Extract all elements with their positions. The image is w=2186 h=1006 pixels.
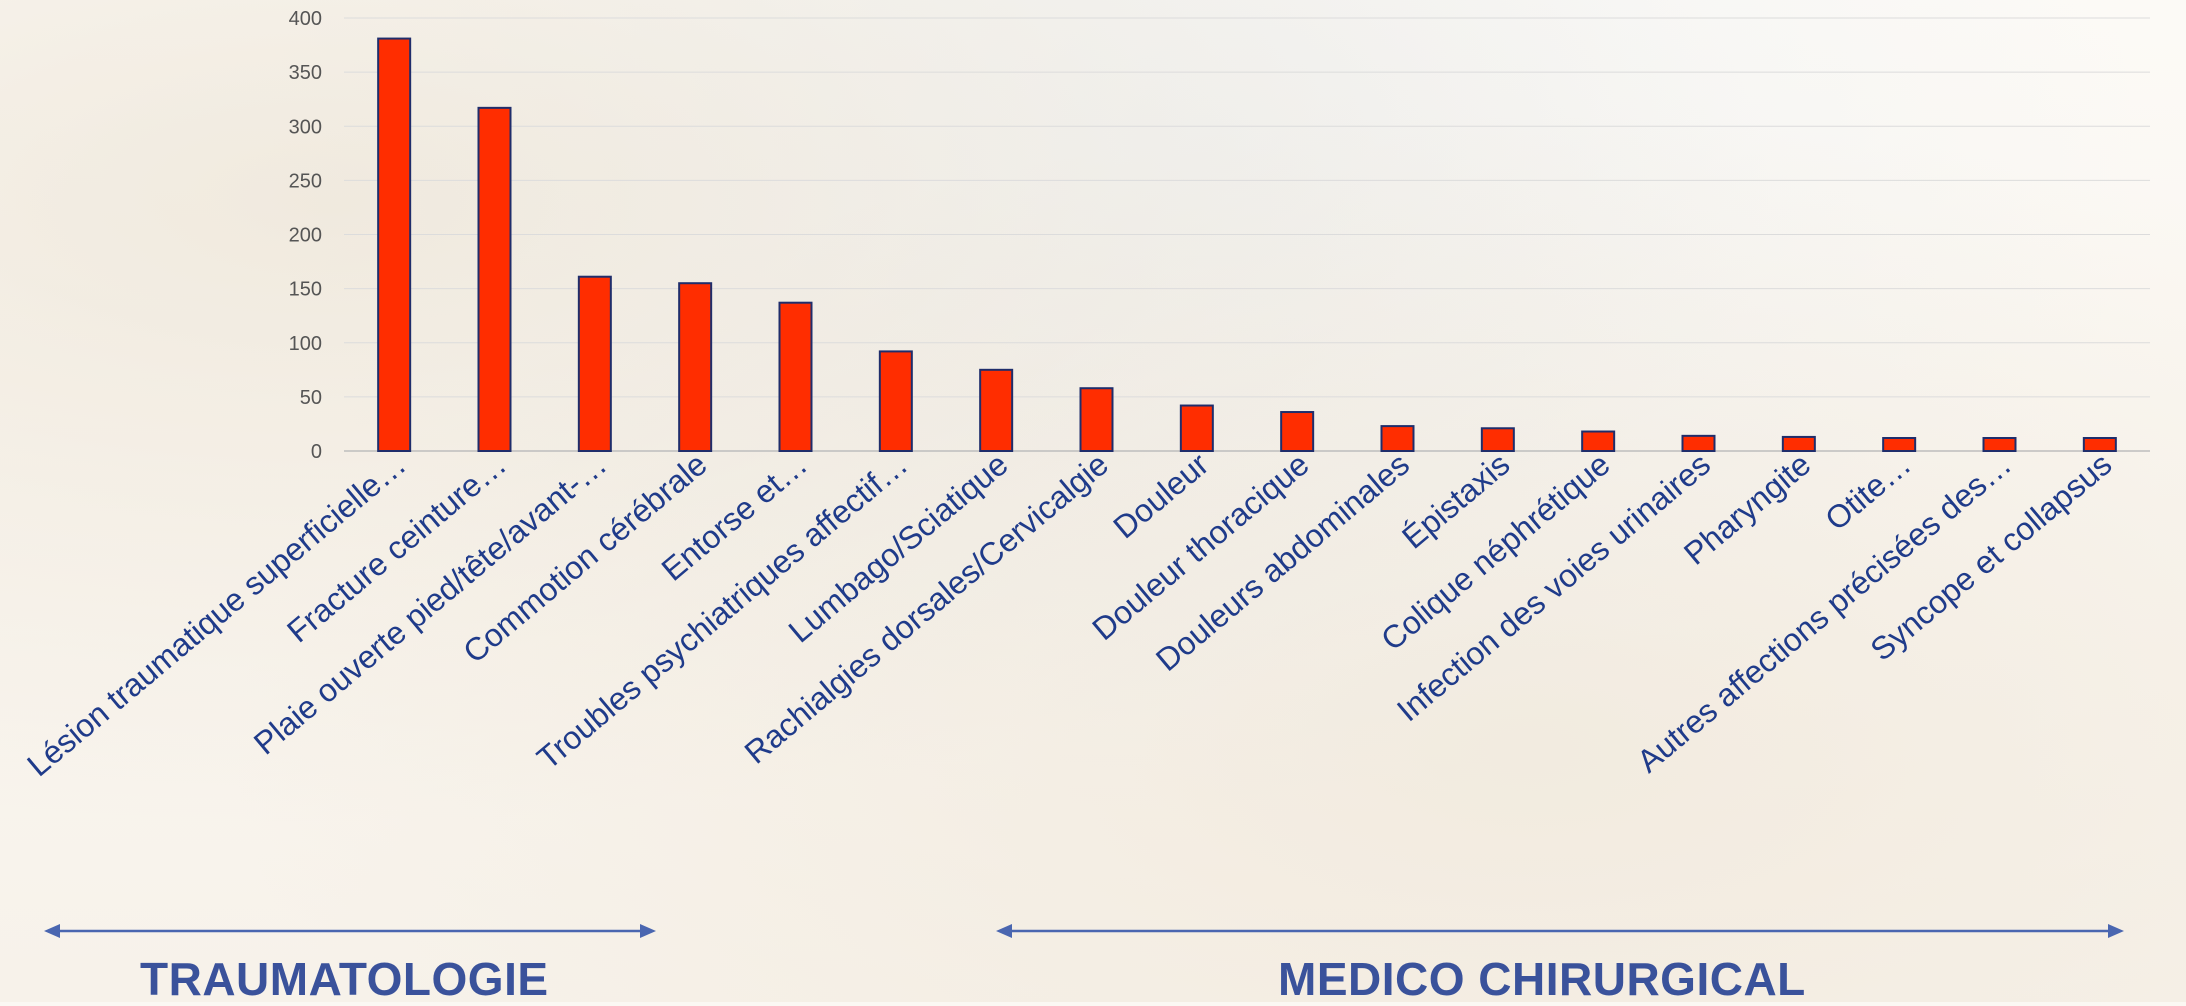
y-tick-label: 50 xyxy=(300,387,322,409)
bar xyxy=(1681,434,1716,453)
y-tick-label: 400 xyxy=(289,8,322,30)
bar xyxy=(1280,411,1315,452)
bar xyxy=(1581,430,1616,453)
bar xyxy=(2082,437,2117,453)
bar xyxy=(878,350,913,452)
y-tick-label: 150 xyxy=(289,279,322,301)
grid-lines xyxy=(344,17,2150,452)
y-tick-label: 300 xyxy=(289,116,322,138)
medico-chirurgical-label: MEDICO CHIRURGICAL xyxy=(1278,953,1806,1005)
bar xyxy=(1480,427,1515,452)
bar xyxy=(477,106,512,452)
y-tick-label: 200 xyxy=(289,225,322,247)
bar xyxy=(678,282,713,452)
x-category-label: Lésion traumatique superficielle… xyxy=(20,446,412,783)
bar xyxy=(377,37,412,452)
bar xyxy=(1882,437,1917,453)
y-tick-label: 0 xyxy=(311,441,322,463)
group-arrows xyxy=(44,924,2124,938)
bar xyxy=(778,301,813,453)
arrow-head-right-icon xyxy=(2108,924,2124,938)
x-category-label: Troubles psychiatriques affectif… xyxy=(530,446,914,777)
bars xyxy=(377,37,2117,453)
arrow-head-left-icon xyxy=(996,924,1012,938)
bar xyxy=(979,368,1014,452)
bar xyxy=(1982,437,2017,453)
y-tick-label: 350 xyxy=(289,62,322,84)
bar xyxy=(1179,404,1214,453)
arrow-head-left-icon xyxy=(44,924,60,938)
y-tick-label: 250 xyxy=(289,170,322,192)
bar xyxy=(1380,425,1415,453)
y-tick-label: 100 xyxy=(289,333,322,355)
arrow-head-right-icon xyxy=(640,924,656,938)
traumatologie-label: TRAUMATOLOGIE xyxy=(140,953,549,1005)
bar xyxy=(1781,435,1816,452)
x-category-label: Rachialgies dorsales/Cervicalgie xyxy=(738,446,1115,771)
x-axis-category-labels: Lésion traumatique superficielle…Fractur… xyxy=(20,446,2118,784)
bar xyxy=(577,275,612,452)
bar xyxy=(1079,387,1114,452)
y-axis-tick-labels: 0 50 100 150 200 250 300 350 400 xyxy=(289,8,322,463)
